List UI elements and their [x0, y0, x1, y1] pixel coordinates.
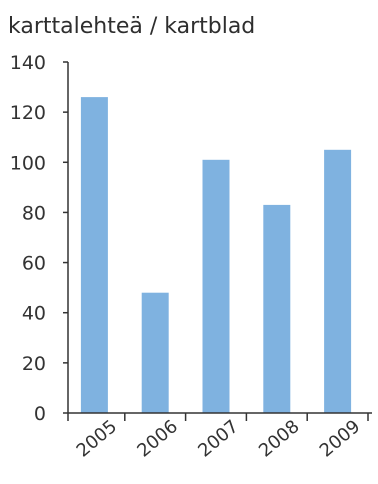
y-tick-label: 60 [22, 253, 46, 275]
bar-2009 [324, 149, 352, 414]
y-tick-label: 100 [10, 152, 46, 174]
x-tick-label: 2007 [194, 416, 243, 462]
y-axis-ticks: 0 20 40 60 80 100 120 140 [10, 52, 68, 425]
y-tick-label: 20 [22, 353, 46, 375]
axes-group [67, 62, 372, 414]
x-tick-label: 2006 [133, 416, 182, 462]
bar-2007 [202, 159, 230, 413]
bar-2005 [80, 97, 108, 413]
x-tick-label: 2008 [255, 416, 304, 462]
bar-2008 [263, 204, 291, 413]
y-tick-label: 80 [22, 202, 46, 224]
y-tick-label: 140 [10, 52, 46, 74]
bar-2006 [141, 292, 169, 413]
y-tick-label: 120 [10, 102, 46, 124]
x-tick-label: 2009 [316, 416, 365, 462]
bars-group [80, 97, 352, 414]
x-tick-label: 2005 [73, 416, 122, 462]
y-tick-label: 40 [22, 303, 46, 325]
chart-title: karttalehteä / kartblad [8, 14, 256, 39]
x-axis-ticks: 2005 2006 2007 2008 2009 [67, 413, 369, 462]
y-tick-label: 0 [34, 403, 46, 425]
